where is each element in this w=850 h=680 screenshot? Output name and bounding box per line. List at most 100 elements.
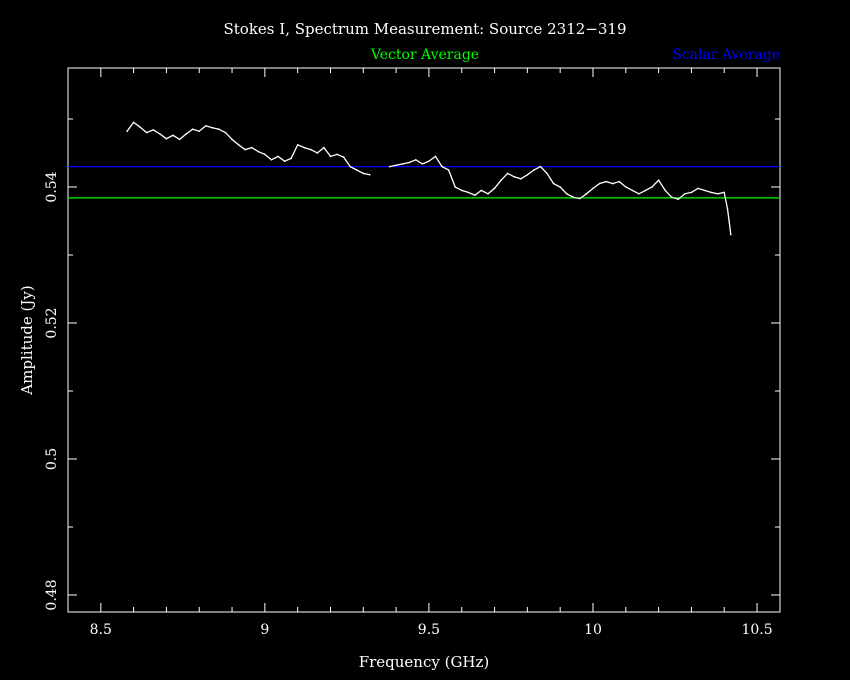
spectrum-point [631, 189, 634, 192]
spectrum-point [441, 165, 443, 168]
spectrum-point [211, 127, 214, 129]
spectrum-point [657, 179, 660, 181]
spectrum-point [467, 191, 470, 194]
spectrum-point [723, 191, 726, 194]
plot-frame [67, 67, 781, 613]
spectrum-point [454, 186, 456, 188]
spectrum-point [697, 187, 699, 190]
spectrum-point [690, 191, 693, 194]
spectrum-point [139, 126, 141, 128]
x-tick-label: 10 [584, 622, 602, 638]
spectrum-point [408, 161, 411, 164]
spectrum-point [132, 121, 135, 124]
spectrum-point [726, 207, 729, 210]
spectrum-point [218, 128, 220, 130]
spectrum-point [565, 193, 568, 195]
spectrum-point [500, 179, 502, 181]
spectrum-point [205, 125, 207, 127]
spectrum-point [585, 193, 588, 195]
spectrum-point [342, 156, 345, 158]
legend-vector-average: Vector Average [370, 47, 479, 63]
spectrum-point [395, 164, 397, 167]
x-tick-label: 8.5 [90, 622, 112, 638]
series-layer [68, 121, 780, 236]
spectrum-point [237, 144, 240, 146]
spectrum-point [310, 148, 312, 151]
spectrum-point [388, 165, 391, 168]
spectrum-point [283, 160, 286, 162]
spectrum-point [703, 189, 706, 192]
spectrum-point [296, 144, 299, 146]
spectrum-point [198, 130, 201, 133]
spectrum-point [716, 193, 719, 195]
spectrum-point [664, 189, 666, 192]
spectrum-point [728, 220, 730, 222]
spectrum-point [552, 182, 555, 185]
spectrum-point [303, 146, 306, 149]
spectrum-point [487, 193, 489, 195]
y-tick-label: 0.52 [44, 307, 60, 338]
spectrum-point [362, 172, 365, 175]
spectrum-point [533, 169, 535, 171]
spectrum-point [270, 159, 273, 161]
x-tick-label: 10.5 [741, 622, 772, 638]
spectrum-point [605, 180, 607, 183]
spectrum-point [434, 155, 437, 158]
spectrum-point [336, 153, 338, 156]
spectrum-point [493, 187, 496, 190]
spectrum-point [323, 146, 325, 149]
spectrum-point [369, 173, 371, 176]
y-tick-label: 0.5 [44, 448, 60, 470]
spectrum-point [579, 197, 581, 200]
spectrum-point [592, 187, 594, 190]
spectrum-point [250, 146, 253, 149]
spectrum-point [519, 178, 522, 180]
spectrum-point [684, 193, 686, 195]
spectrum-point [480, 189, 483, 192]
spectrum-point [355, 169, 358, 171]
spectrum-point [159, 133, 161, 135]
spectrum-point [506, 172, 509, 175]
spectrum-point [611, 182, 614, 185]
spectrum-point [145, 131, 148, 134]
spectrum-point [598, 182, 601, 185]
spectrum-point [231, 138, 233, 141]
spectrum-point [624, 186, 627, 188]
spectrum-line [126, 121, 371, 176]
spectrum-point [178, 138, 181, 141]
y-tick-label: 0.54 [44, 171, 60, 202]
spectrum-point [513, 176, 516, 178]
x-axis-ticks: 8.5 9 9.5 10 10.5 [67, 68, 773, 638]
x-tick-label: 9.5 [418, 622, 440, 638]
y-tick-label: 0.48 [44, 579, 60, 610]
spectrum-point [677, 198, 680, 201]
spectrum-point [244, 148, 246, 151]
spectrum-point [539, 165, 542, 168]
spectrum-point [474, 194, 476, 196]
y-axis-ticks: 0.48 0.5 0.52 0.54 [44, 118, 780, 611]
spectrum-point [277, 155, 279, 158]
spectrum-point [191, 128, 194, 130]
spectrum-point [526, 173, 529, 176]
spectrum-point [290, 157, 292, 160]
spectrum-point [710, 191, 712, 194]
spectrum-point [644, 189, 647, 192]
spectrum-point [572, 196, 575, 198]
x-axis-label: Frequency (GHz) [359, 653, 490, 671]
spectrum-point [428, 160, 430, 162]
spectrum-point [172, 134, 174, 137]
spectrum-point [729, 233, 732, 236]
legend-scalar-average: Scalar Average [672, 47, 780, 63]
spectrum-point [257, 150, 260, 153]
spectrum-point [126, 130, 128, 133]
spectrum-point [670, 196, 673, 198]
spectrum-point [185, 133, 187, 135]
spectrum-point [421, 163, 424, 165]
spectrum-point [152, 129, 155, 131]
spectrum-point [618, 180, 621, 183]
spectrum-point [414, 159, 417, 161]
spectrum-point [638, 193, 640, 195]
spectrum-point [329, 155, 332, 158]
